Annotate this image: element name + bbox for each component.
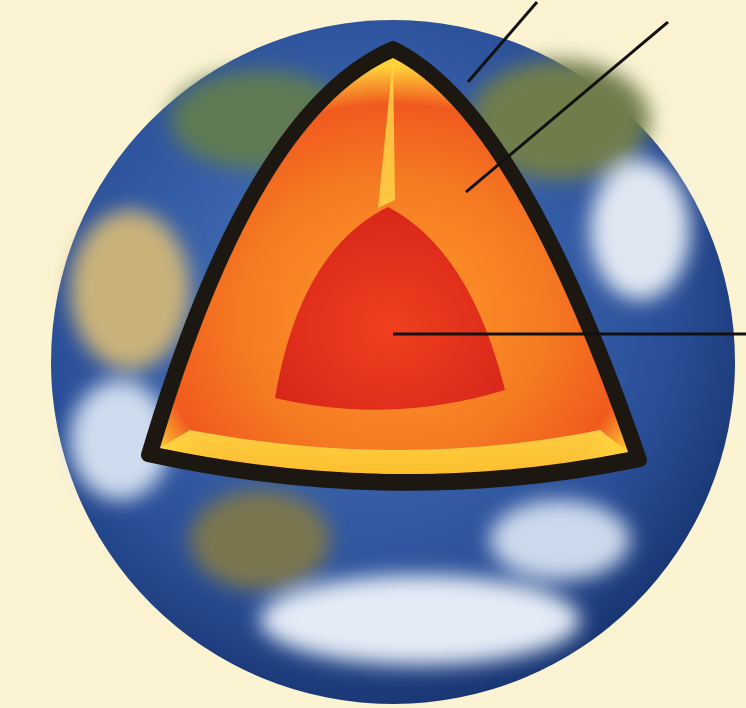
land <box>190 490 330 590</box>
mantle-rim <box>160 430 628 475</box>
cloud <box>590 160 690 300</box>
core <box>275 207 505 410</box>
leader-line <box>466 1 539 83</box>
cloud <box>70 380 170 500</box>
cloud <box>490 500 630 580</box>
leader-line <box>465 20 669 194</box>
land <box>70 210 190 370</box>
cloud <box>260 575 580 665</box>
mantle-ridge <box>378 58 395 208</box>
